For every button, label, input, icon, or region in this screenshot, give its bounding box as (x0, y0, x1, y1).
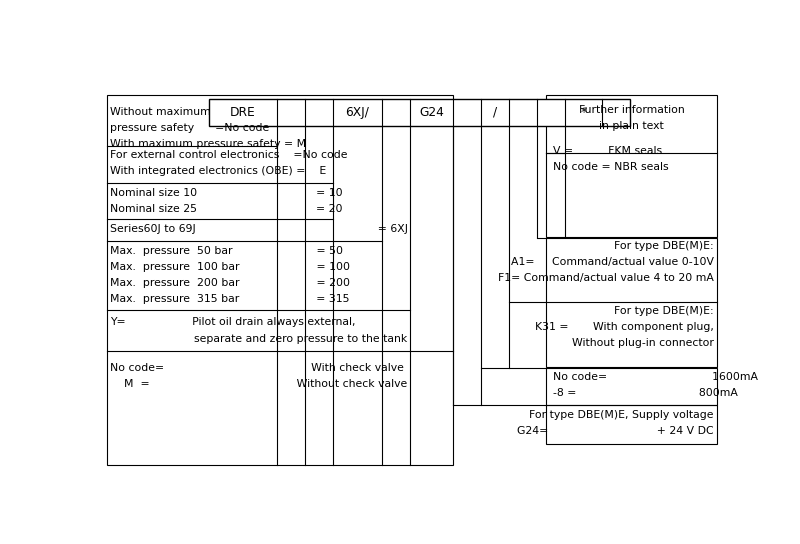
Bar (107, 95, 454, 465)
Text: *: * (581, 106, 586, 119)
Text: Nominal size 25                                  = 20: Nominal size 25 = 20 (110, 203, 342, 213)
Text: M  =                                          Without check valve: M = Without check valve (110, 380, 407, 390)
Text: No code=                                          With check valve: No code= With check valve (110, 363, 404, 373)
Text: Series60J to 69J                                                    = 6XJ: Series60J to 69J = 6XJ (110, 225, 408, 234)
Text: Further information: Further information (578, 105, 685, 115)
Text: K31 =       With component plug,: K31 = With component plug, (535, 322, 714, 332)
Text: With maximum pressure safety = M: With maximum pressure safety = M (110, 139, 306, 149)
Text: Max.  pressure  315 bar                      = 315: Max. pressure 315 bar = 315 (110, 294, 350, 304)
Text: pressure safety      =No code: pressure safety =No code (110, 123, 269, 133)
Text: For external control electronics    =No code: For external control electronics =No cod… (110, 150, 347, 160)
Bar (209, 99, 630, 126)
Text: 6XJ/: 6XJ/ (346, 106, 370, 119)
Text: For type DBE(M)E:: For type DBE(M)E: (614, 306, 714, 316)
Text: Max.  pressure  200 bar                      = 200: Max. pressure 200 bar = 200 (110, 278, 350, 288)
Text: Without plug-in connector: Without plug-in connector (523, 337, 714, 348)
Text: Max.  pressure  100 bar                      = 100: Max. pressure 100 bar = 100 (110, 262, 350, 272)
Text: separate and zero pressure to the tank: separate and zero pressure to the tank (110, 334, 407, 344)
Text: DRE: DRE (230, 106, 255, 119)
Text: A1=     Command/actual value 0-10V: A1= Command/actual value 0-10V (510, 257, 714, 267)
Text: For type DBE(M)E:: For type DBE(M)E: (614, 241, 714, 251)
Text: F1= Command/actual value 4 to 20 mA: F1= Command/actual value 4 to 20 mA (498, 273, 714, 283)
Text: Without maximum: Without maximum (110, 107, 210, 117)
Text: No code = NBR seals: No code = NBR seals (553, 162, 668, 171)
Bar (546, 368, 717, 405)
Bar (546, 95, 717, 237)
Text: V =          FKM seals: V = FKM seals (553, 146, 662, 156)
Bar (546, 238, 717, 367)
Text: in plain text: in plain text (599, 121, 664, 131)
Text: No code=                              1600mA: No code= 1600mA (553, 372, 758, 382)
Text: G24: G24 (419, 106, 444, 119)
Text: With integrated electronics (OBE) =    E: With integrated electronics (OBE) = E (110, 166, 326, 176)
Text: Nominal size 10                                  = 10: Nominal size 10 = 10 (110, 188, 342, 197)
Text: Y=                   Pilot oil drain always external,: Y= Pilot oil drain always external, (110, 317, 355, 326)
Text: Max.  pressure  50 bar                        = 50: Max. pressure 50 bar = 50 (110, 246, 343, 256)
Text: -8 =                                   800mA: -8 = 800mA (553, 388, 738, 398)
Bar (546, 405, 717, 444)
Text: G24=                               + 24 V DC: G24= + 24 V DC (517, 425, 714, 436)
Text: /: / (493, 106, 498, 119)
Text: For type DBE(M)E, Supply voltage: For type DBE(M)E, Supply voltage (530, 410, 714, 419)
